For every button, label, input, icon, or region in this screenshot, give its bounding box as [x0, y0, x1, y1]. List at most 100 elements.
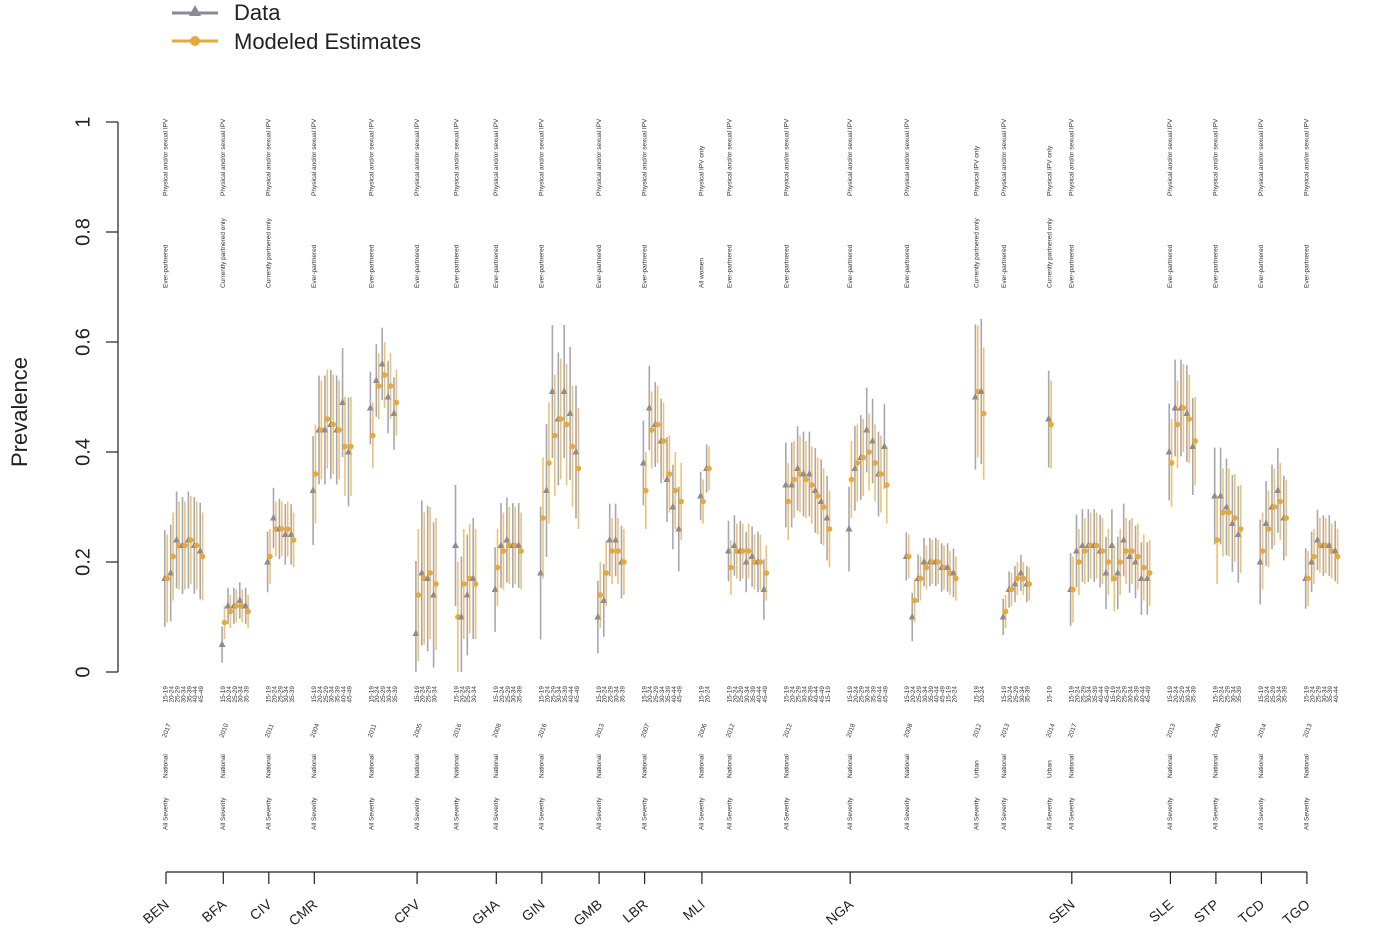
- survey-sex-label: National: [220, 754, 227, 778]
- age-group-label: 15-19: [1258, 686, 1265, 703]
- estimate-point: [1026, 581, 1032, 587]
- survey-sex-label: National: [414, 754, 421, 778]
- estimate-point: [427, 570, 433, 576]
- estimate-point: [233, 603, 240, 609]
- survey-year-label: 2010: [219, 722, 231, 738]
- age-group-label: 20-24: [951, 686, 958, 703]
- survey-severity-label: All Severity: [699, 797, 706, 830]
- age-group-label: 45-49: [762, 686, 769, 703]
- estimate-point: [1265, 526, 1272, 532]
- survey-partner-label: Ever-partnered: [163, 244, 170, 288]
- survey-year-label: 2016: [452, 722, 464, 738]
- age-group-label: 45-49: [940, 686, 947, 703]
- age-group-label: 35-39: [244, 686, 251, 703]
- survey-severity-label: All Severity: [1258, 797, 1265, 830]
- estimate-point: [621, 559, 627, 565]
- survey-ipv-label: Physical and/or sexual IPV: [414, 118, 421, 196]
- age-group-label: 25-29: [916, 686, 923, 703]
- age-group-label: 15-19: [220, 686, 227, 703]
- age-group-label: 35-39: [1133, 686, 1140, 703]
- age-group-label: 15-19: [596, 686, 603, 703]
- survey-partner-label: Ever-partnered: [784, 244, 791, 288]
- estimate-point: [1305, 575, 1311, 582]
- age-group-label: 35-39: [1092, 686, 1099, 703]
- survey-sex-label: National: [453, 754, 460, 778]
- estimate-point: [1168, 460, 1175, 466]
- age-group-label: 15-19: [1167, 686, 1174, 703]
- y-tick-label: 0: [72, 666, 94, 677]
- estimate-point: [854, 460, 861, 466]
- survey-severity-label: All Severity: [1213, 797, 1220, 830]
- age-group-label: 35-39: [186, 686, 193, 703]
- estimate-point: [643, 487, 649, 494]
- estimate-point: [923, 564, 930, 571]
- age-group-label: 25-29: [653, 686, 660, 703]
- age-group-label: 25-29: [175, 686, 182, 703]
- survey-year-label: 2018: [846, 722, 858, 738]
- estimate-point: [199, 553, 206, 560]
- estimate-point: [706, 465, 712, 472]
- estimate-point: [393, 399, 400, 406]
- age-group-label: 20-24: [226, 686, 233, 703]
- age-group-label: 15-19: [946, 686, 953, 703]
- estimate-point: [1146, 570, 1153, 576]
- age-group-label: 35-39: [665, 686, 672, 703]
- legend-item-data: Data: [168, 0, 468, 28]
- estimate-point: [575, 465, 582, 472]
- y-tick-label: 0.2: [72, 548, 94, 576]
- survey-year-label: 2017: [1067, 722, 1079, 738]
- survey-partner-label: Ever-partnered: [453, 244, 460, 288]
- age-group-label: 15-19: [973, 686, 980, 703]
- survey-sex-label: National: [699, 754, 706, 778]
- age-group-label: 35-39: [1282, 686, 1289, 703]
- age-group-label: 30-34: [511, 686, 518, 703]
- estimate-point: [1082, 548, 1088, 554]
- country-label: LBR: [619, 896, 650, 926]
- age-group-label: 25-29: [1315, 686, 1322, 703]
- survey-partner-label: Ever-partnered: [726, 244, 733, 288]
- age-group-label: 15-19: [1001, 686, 1008, 703]
- estimate-point: [609, 548, 615, 554]
- survey-severity-label: All Severity: [493, 797, 500, 830]
- y-tick-label: 1: [72, 116, 94, 127]
- estimate-point: [935, 559, 941, 565]
- estimate-point: [866, 449, 872, 455]
- survey-sex-label: National: [784, 754, 791, 778]
- estimate-point: [1232, 515, 1238, 521]
- estimate-point: [290, 537, 297, 543]
- survey-sex-label: National: [847, 754, 854, 778]
- estimate-point: [1174, 421, 1181, 428]
- estimate-point: [809, 482, 815, 488]
- survey-sex-label: National: [1304, 754, 1311, 778]
- age-group-label: 40-44: [568, 686, 575, 703]
- age-group-label: 40-44: [192, 686, 199, 703]
- age-group-label: 40-44: [876, 686, 883, 703]
- age-group-label: 35-39: [750, 686, 757, 703]
- survey-partner-label: Ever-partnered: [414, 244, 421, 288]
- survey-partner-label: Currently partnered only: [266, 218, 273, 288]
- age-group-label: 25-29: [1013, 686, 1020, 703]
- survey-sex-label: National: [904, 754, 911, 778]
- age-group-label: 30-34: [432, 686, 439, 703]
- country-label: NGA: [823, 896, 857, 928]
- age-group-label: 25-29: [323, 686, 330, 703]
- survey-partner-label: All women: [699, 258, 706, 288]
- estimate-point: [739, 548, 746, 554]
- survey-severity-label: All Severity: [163, 797, 170, 830]
- age-group-label: 15-19: [784, 686, 791, 703]
- country-label: BFA: [199, 896, 230, 926]
- estimate-point: [1070, 586, 1076, 593]
- survey-partner-label: Ever-partnered: [1167, 244, 1174, 288]
- y-tick-label: 0.4: [72, 438, 94, 466]
- age-group-label: 15-19: [493, 686, 500, 703]
- survey-sex-label: Urban: [973, 760, 980, 778]
- survey-ipv-label: Physical and/or sexual IPV: [904, 118, 911, 196]
- age-group-label: 40-44: [1333, 686, 1340, 703]
- estimate-point: [433, 581, 439, 587]
- age-group-label: 20-24: [705, 686, 712, 703]
- survey-year-label: 2011: [367, 723, 378, 739]
- survey-partner-label: Ever-partnered: [1258, 244, 1265, 288]
- survey-sex-label: National: [493, 754, 500, 778]
- survey-sex-label: National: [539, 754, 546, 778]
- estimate-point: [1259, 548, 1266, 554]
